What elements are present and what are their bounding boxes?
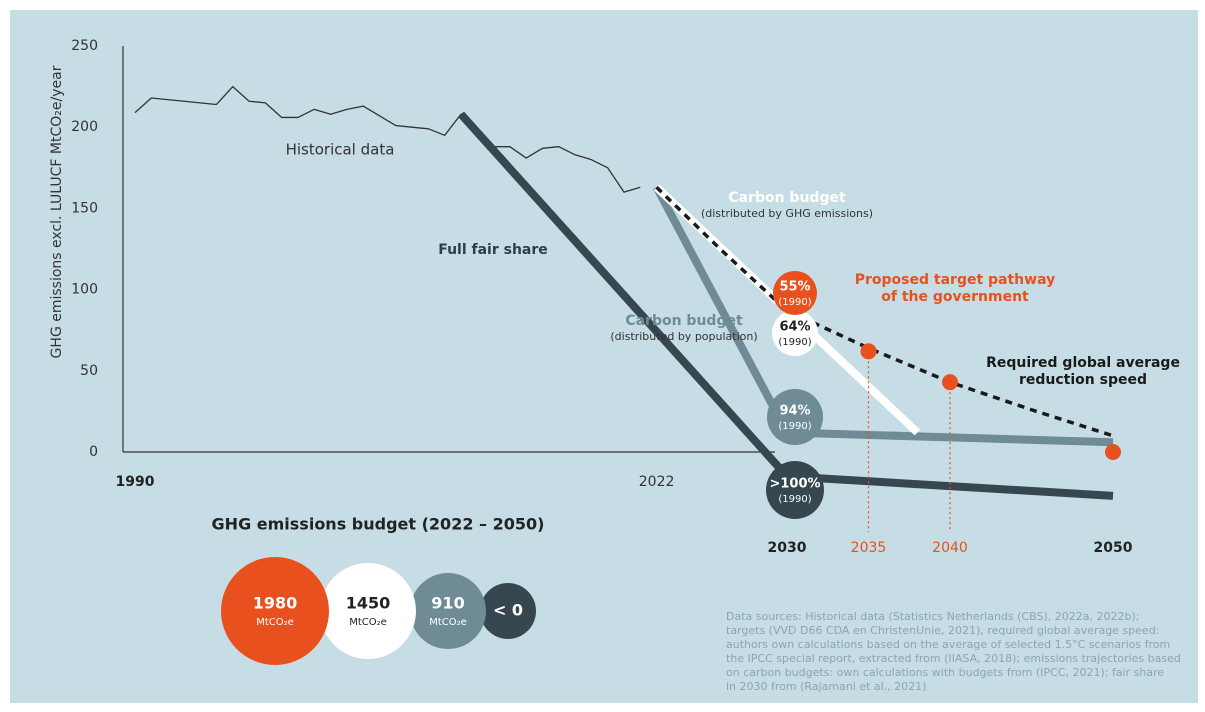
bubble-note: (1990) xyxy=(778,421,811,432)
budget-unit: MtCO₂e xyxy=(349,617,387,628)
target-point xyxy=(860,343,877,360)
x-tick-label: 2022 xyxy=(639,474,675,490)
x-tick-label: 2035 xyxy=(851,540,887,556)
y-tick-label: 100 xyxy=(71,282,98,298)
series-label: Required global average xyxy=(986,355,1180,371)
y-tick-label: 50 xyxy=(80,363,98,379)
budget-unit: MtCO₂e xyxy=(429,617,467,628)
budget-value: 910 xyxy=(431,594,464,613)
source-line: on carbon budgets: own calculations with… xyxy=(726,666,1164,679)
source-line: the IPCC special report, extracted from … xyxy=(726,652,1181,665)
y-tick-label: 150 xyxy=(71,200,98,216)
bubble xyxy=(767,389,823,445)
budget-circle xyxy=(410,573,486,649)
series-label: Carbon budget xyxy=(625,313,743,329)
y-tick-label: 0 xyxy=(89,444,98,460)
target-point xyxy=(942,374,958,391)
budget-value: 1450 xyxy=(346,594,391,613)
bubble xyxy=(772,310,818,356)
bubble-label: 64% xyxy=(779,320,810,335)
budget-circle xyxy=(320,563,416,659)
bubble-note: (1990) xyxy=(778,494,811,505)
x-tick-label: 2050 xyxy=(1094,540,1133,556)
series-label: Proposed target pathway xyxy=(855,272,1055,288)
bubble xyxy=(766,461,824,519)
bubble-label: 94% xyxy=(779,404,810,419)
series-label: (distributed by GHG emissions) xyxy=(701,207,873,220)
budget-circle xyxy=(480,583,536,639)
budget-title: GHG emissions budget (2022 – 2050) xyxy=(212,515,545,534)
series-label: of the government xyxy=(881,289,1029,305)
source-line: targets (VVD D66 CDA en ChristenUnie, 20… xyxy=(726,624,1159,637)
budget-unit: MtCO₂e xyxy=(256,617,294,628)
budget-value: < 0 xyxy=(493,601,523,620)
bubble-note: (1990) xyxy=(778,297,811,308)
budget-circle xyxy=(221,557,329,665)
series-label: Historical data xyxy=(286,141,395,159)
x-tick-label: 1990 xyxy=(116,474,155,490)
series-line xyxy=(655,186,1114,438)
series-label: Carbon budget xyxy=(728,190,846,206)
x-tick-label: 2030 xyxy=(768,540,807,556)
series-label: (distributed by population) xyxy=(610,330,757,343)
series-label: Full fair share xyxy=(438,242,548,258)
bubble-label: 55% xyxy=(779,280,810,295)
bubble xyxy=(773,271,817,315)
bubble-label: >100% xyxy=(769,477,820,492)
panel xyxy=(10,10,1198,703)
series-line xyxy=(134,85,641,193)
y-tick-label: 200 xyxy=(71,119,98,135)
budget-value: 1980 xyxy=(253,594,298,613)
source-line: Data sources: Historical data (Statistic… xyxy=(726,610,1139,623)
series-label: reduction speed xyxy=(1019,372,1147,388)
y-tick-label: 250 xyxy=(71,38,98,54)
bubble-note: (1990) xyxy=(778,337,811,348)
x-tick-label: 2040 xyxy=(932,540,968,556)
target-point xyxy=(1105,444,1121,460)
source-line: authors own calculations based on the av… xyxy=(726,638,1170,651)
y-axis-label: GHG emissions excl. LULUCF MtCO₂e/year xyxy=(49,65,65,358)
source-line: in 2030 from (Rajamani et al., 2021) xyxy=(726,680,926,693)
